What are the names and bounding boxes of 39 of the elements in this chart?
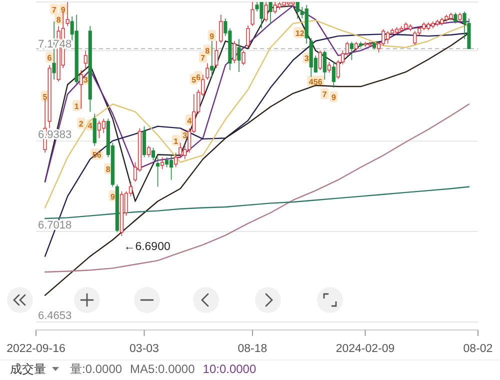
annotation: 8 [106, 165, 111, 174]
text: MA5:0.0000 [130, 362, 196, 376]
annotation: ←6.6900 [124, 241, 170, 254]
x-tick-label: 2024-02-09 [336, 343, 395, 355]
annotation: 8 [205, 46, 210, 56]
annotation: 7 [52, 6, 57, 15]
annotation: 3 [182, 131, 188, 140]
annotation: 6 [47, 53, 52, 62]
annotation: 1 [295, 28, 300, 38]
annotation: 8 [56, 16, 62, 25]
text: 量:0.0000 [70, 362, 122, 376]
annotation: 9 [110, 192, 116, 202]
annotation: 9 [60, 6, 66, 15]
annotation: 4 [88, 122, 93, 131]
annotation: 6 [96, 150, 102, 160]
annotation: 7 [200, 53, 206, 62]
text: 10:0.0000 [202, 362, 256, 376]
annotation: 5 [42, 92, 48, 102]
annotation: 4 [308, 78, 314, 87]
annotation: 1 [174, 136, 179, 146]
text: 成交量 [10, 362, 46, 376]
annotation: 3 [304, 54, 310, 64]
annotation: 1 [74, 102, 80, 112]
annotation: 3 [83, 76, 88, 85]
annotation: 2 [78, 120, 84, 129]
annotation: 5 [313, 78, 318, 87]
x-tick-label: 08-18 [238, 343, 268, 355]
x-tick-label: 2022-09-16 [6, 343, 66, 355]
annotation: 4 [187, 116, 192, 126]
annotation: 7 [322, 90, 328, 100]
annotation: 6 [196, 72, 202, 82]
annotation: 9 [210, 32, 215, 42]
x-tick-label: 08-02 [463, 343, 493, 355]
annotation: 6 [318, 78, 323, 87]
x-tick-label: 03-03 [130, 343, 159, 355]
y-tick-label: 6.4653 [38, 310, 72, 322]
annotation: 2 [300, 28, 305, 38]
annotation: 9 [331, 93, 336, 102]
annotation: 5 [192, 76, 197, 85]
